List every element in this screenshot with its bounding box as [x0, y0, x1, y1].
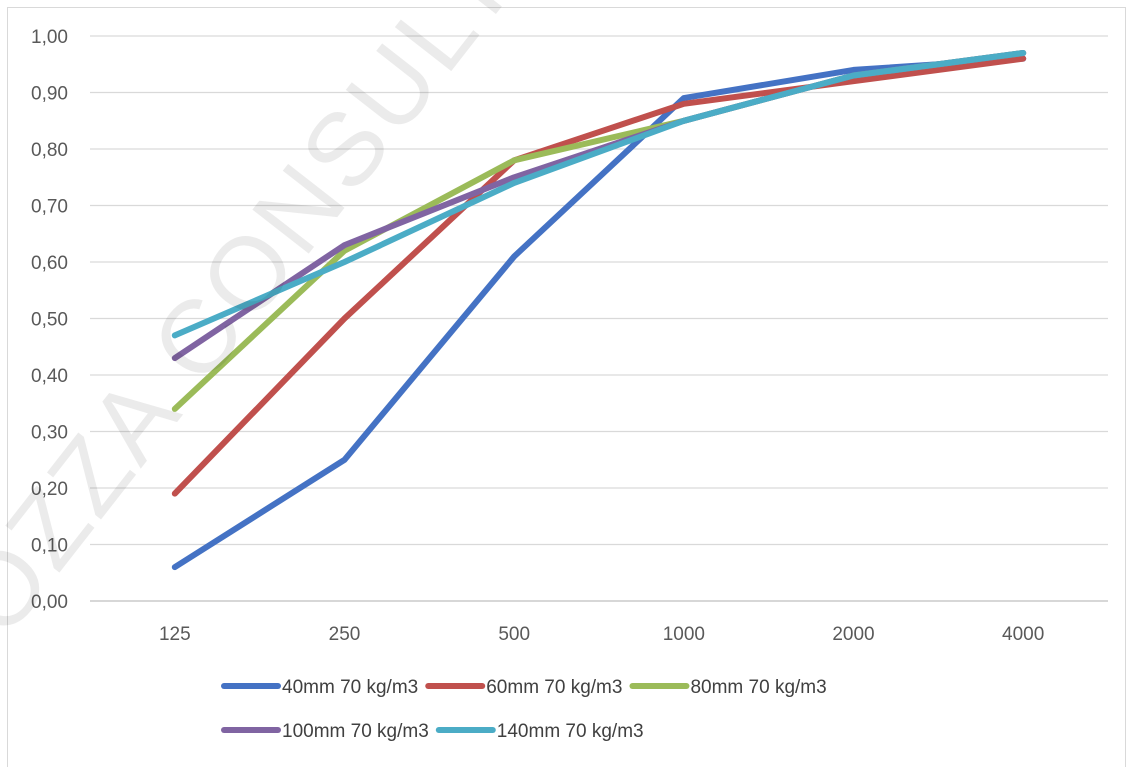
chart-frame — [7, 7, 1126, 767]
series-line — [171, 55, 1027, 571]
y-tick-label: 0,40 — [31, 366, 68, 387]
legend: 40mm 70 kg/m3 60mm 70 kg/m3 80mm 70 kg/m3 1… — [221, 677, 827, 742]
x-axis-tick-labels: 125 250 500 1000 2000 4000 — [159, 624, 1044, 645]
x-tick-label: 2000 — [832, 624, 874, 645]
y-tick-label: 0,90 — [31, 84, 68, 105]
y-tick-label: 0,00 — [31, 592, 68, 613]
series-line — [171, 55, 1027, 497]
legend-label: 60mm 70 kg/m3 — [486, 677, 622, 698]
y-axis-tick-labels: 0,00 0,10 0,20 0,30 0,40 0,50 0,60 0,70 0,80 0,90… — [31, 27, 68, 613]
legend-label: 140mm 70 kg/m3 — [497, 721, 644, 742]
series-lines — [171, 50, 1027, 571]
x-tick-label: 250 — [329, 624, 361, 645]
y-tick-label: 0,50 — [31, 310, 68, 331]
legend-label: 40mm 70 kg/m3 — [282, 677, 418, 698]
y-tick-label: 0,80 — [31, 140, 68, 161]
gridlines — [90, 35, 1108, 602]
x-tick-label: 125 — [159, 624, 191, 645]
legend-label: 80mm 70 kg/m3 — [690, 677, 826, 698]
x-tick-label: 4000 — [1002, 624, 1044, 645]
y-tick-label: 0,70 — [31, 197, 68, 218]
x-tick-label: 1000 — [663, 624, 705, 645]
y-tick-label: 1,00 — [31, 27, 68, 48]
legend-label: 100mm 70 kg/m3 — [282, 721, 429, 742]
x-tick-label: 500 — [498, 624, 530, 645]
series-line — [171, 50, 1027, 339]
y-tick-label: 0,30 — [31, 423, 68, 444]
y-tick-label: 0,10 — [31, 536, 68, 557]
y-tick-label: 0,20 — [31, 479, 68, 500]
y-tick-label: 0,60 — [31, 253, 68, 274]
